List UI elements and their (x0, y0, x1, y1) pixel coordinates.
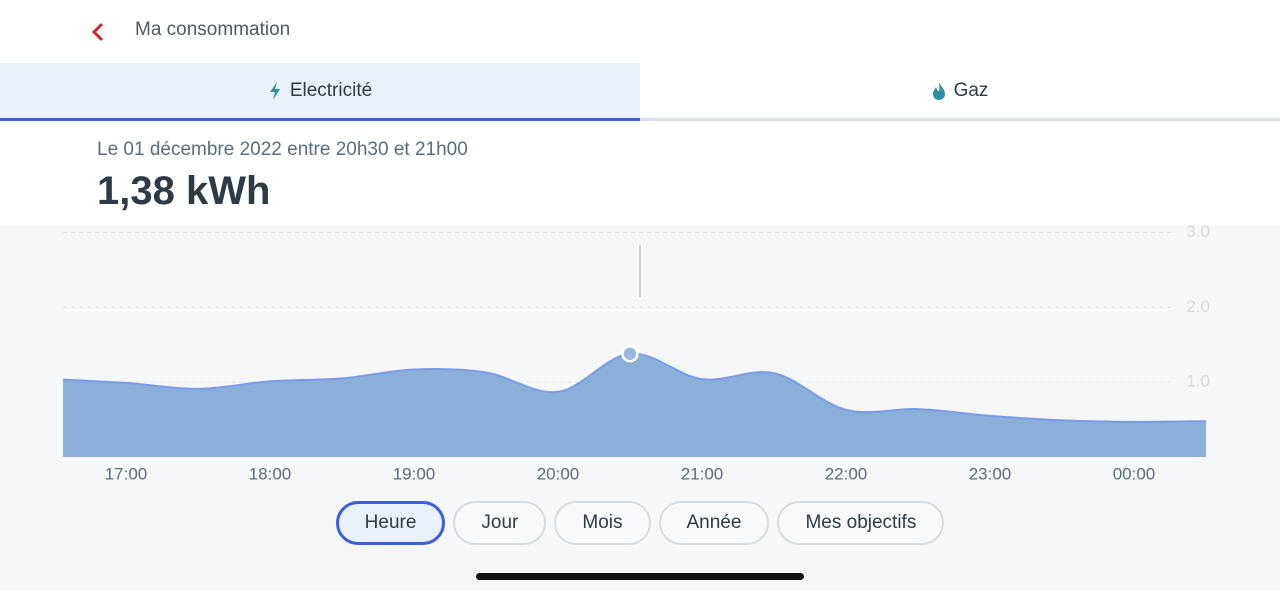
bolt-icon (269, 81, 280, 100)
x-tick-label: 23:00 (969, 464, 1012, 483)
tab[interactable]: Electricité (0, 63, 640, 121)
summary: Le 01 décembre 2022 entre 20h30 et 21h00… (0, 121, 1280, 225)
period-button[interactable]: Mes objectifs (777, 501, 945, 545)
x-tick-label: 22:00 (825, 464, 868, 483)
y-tick-label: 3.0 (1186, 222, 1210, 241)
tab-label: Gaz (953, 79, 989, 101)
x-tick-label: 18:00 (249, 464, 292, 483)
tab[interactable]: Gaz (640, 63, 1280, 121)
period-button[interactable]: Heure (335, 501, 446, 545)
plot (63, 352, 1207, 457)
x-tick-label: 20:00 (537, 464, 580, 483)
tab-label: Electricité (289, 79, 373, 101)
x-tick-label: 19:00 (393, 464, 436, 483)
period-button[interactable]: Année (658, 501, 770, 545)
y-tick-label: 1.0 (1186, 372, 1210, 391)
period-label: Le 01 décembre 2022 entre 20h30 et 21h00 (97, 139, 468, 160)
period-selector: Heure Jour Mois Année Mes objectifs (0, 501, 1280, 545)
period-button[interactable]: Jour (453, 501, 547, 545)
consumption-value: 1,38 kWh (97, 169, 271, 213)
x-tick-label: 17:00 (105, 464, 148, 483)
x-tick-label: 21:00 (681, 464, 724, 483)
home-indicator (476, 573, 804, 580)
flame-icon (932, 81, 945, 100)
header: Ma consommation (0, 0, 1280, 63)
y-tick-label: 2.0 (1186, 297, 1210, 316)
period-button[interactable]: Mois (554, 501, 651, 545)
chart: 1.0 2.0 3.0 17:00 18:00 19:00 20:00 21:00 22:00 2… (63, 222, 1210, 483)
x-tick-label: 00:00 (1113, 464, 1156, 483)
selected-point (621, 344, 639, 363)
header-title: Ma consommation (135, 19, 291, 40)
back-button[interactable] (90, 22, 106, 42)
tabs: Electricité Gaz (0, 63, 1280, 121)
area (63, 353, 1206, 457)
